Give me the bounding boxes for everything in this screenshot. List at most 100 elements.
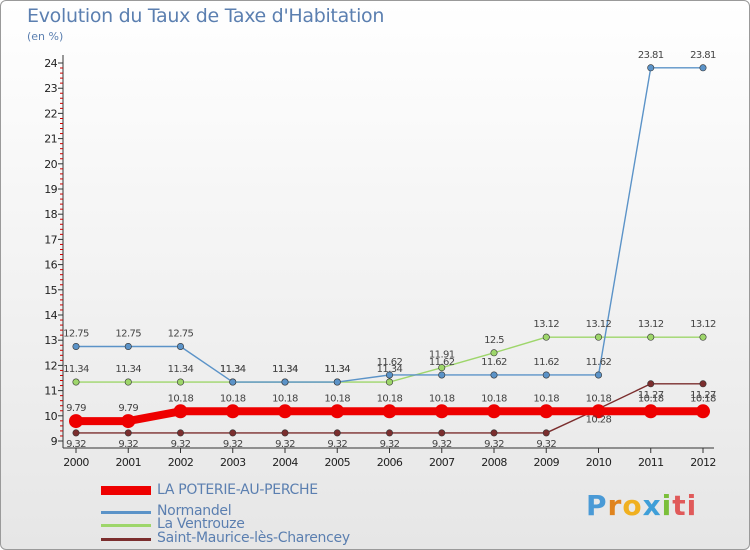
y-tick-label: 22: [44, 107, 57, 120]
data-point: [385, 371, 393, 379]
data-point: [647, 64, 655, 72]
data-point: [594, 371, 602, 379]
data-label: 11.62: [481, 357, 507, 368]
data-label: 9.32: [118, 439, 138, 450]
data-label: 9.32: [536, 439, 556, 450]
data-point: [72, 429, 80, 437]
data-label: 11.34: [220, 364, 246, 375]
data-label: 9.32: [66, 439, 86, 450]
data-point: [385, 378, 393, 386]
data-point: [594, 333, 602, 341]
legend-label: La Ventrouze: [157, 516, 245, 532]
x-tick-label: 2008: [481, 456, 507, 469]
x-tick-label: 2010: [586, 456, 612, 469]
data-point: [281, 378, 289, 386]
data-label: 12.75: [63, 329, 89, 340]
logo-letter: ti: [672, 489, 698, 522]
data-label: 9.32: [275, 439, 295, 450]
data-label: 10.18: [690, 393, 716, 404]
data-point: [69, 414, 83, 429]
data-label: 9.32: [223, 439, 243, 450]
legend-label: LA POTERIE-AU-PERCHE: [157, 482, 318, 498]
data-label: 12.5: [484, 335, 504, 346]
data-point: [124, 429, 132, 437]
data-point: [385, 429, 393, 437]
data-point: [699, 333, 707, 341]
data-point: [696, 404, 710, 419]
data-label: 11.34: [272, 364, 298, 375]
data-point: [438, 371, 446, 379]
data-label: 11.62: [533, 357, 559, 368]
x-tick-label: 2002: [168, 456, 194, 469]
data-point: [542, 371, 550, 379]
x-tick-label: 2001: [115, 456, 141, 469]
x-tick-label: 2006: [377, 456, 403, 469]
data-label-layer: 9.32 9.32 9.32 9.32 9.32 9.32 9.32 9.32 9.32 9.32…: [63, 50, 716, 450]
data-point: [121, 414, 136, 429]
logo-letter: o: [622, 489, 643, 522]
legend-label: Saint-Maurice-lès-Charencey: [157, 529, 350, 546]
data-label: 11.34: [272, 364, 298, 375]
data-point: [490, 349, 498, 357]
data-point: [647, 333, 655, 341]
data-label: 10.18: [168, 393, 194, 404]
y-tick-label: 17: [44, 233, 57, 246]
legend-swatch: [101, 510, 151, 514]
data-label: 9.32: [327, 439, 347, 450]
data-label: 11.34: [324, 364, 350, 375]
data-point: [542, 429, 550, 437]
data-point: [333, 378, 341, 386]
data-label: 9.32: [380, 439, 400, 450]
data-point: [490, 371, 498, 379]
data-point: [124, 342, 132, 350]
data-point: [72, 378, 80, 386]
data-point: [382, 404, 397, 419]
y-tick-label: 21: [44, 133, 57, 146]
y-tick-label: 23: [44, 82, 57, 95]
data-label: 10.28: [586, 415, 612, 426]
data-point: [542, 333, 550, 341]
logo-letter: x: [642, 489, 662, 522]
y-tick-label: 18: [44, 208, 57, 221]
data-label: 10.18: [533, 393, 559, 404]
data-label: 10.18: [638, 393, 664, 404]
data-point: [72, 342, 80, 350]
x-tick-label: 2007: [429, 456, 455, 469]
data-point: [487, 404, 501, 419]
data-point: [333, 429, 341, 437]
data-label: 9.32: [484, 439, 504, 450]
data-label: 13.12: [690, 319, 716, 330]
legend-label: Normandel: [157, 502, 232, 519]
data-point: [438, 364, 446, 372]
data-label: 11.62: [586, 357, 612, 368]
data-label: 12.75: [115, 329, 141, 340]
data-point: [643, 404, 658, 419]
data-label: 11.34: [63, 364, 89, 375]
data-point: [225, 404, 240, 419]
y-tick-label: 24: [44, 57, 57, 70]
data-point: [177, 378, 185, 386]
data-label: 10.18: [586, 393, 612, 404]
x-tick-label: 2004: [272, 456, 298, 469]
data-label: 11.34: [168, 364, 194, 375]
y-tick-label: 19: [44, 183, 57, 196]
y-tick-label: 13: [44, 334, 57, 347]
data-point: [591, 404, 606, 419]
data-label: 23.81: [690, 50, 716, 61]
logo-letter: P: [586, 489, 608, 522]
data-point: [438, 429, 446, 437]
data-point: [330, 404, 345, 419]
data-label: 10.18: [377, 393, 403, 404]
data-label: 23.81: [638, 50, 664, 61]
data-label: 9.32: [432, 439, 452, 450]
data-point: [281, 429, 289, 437]
data-point: [124, 378, 132, 386]
data-point: [177, 429, 185, 437]
data-point: [229, 378, 237, 386]
data-label: 13.12: [638, 319, 664, 330]
data-point: [434, 404, 449, 419]
y-tick-label: 15: [44, 284, 57, 297]
data-label: 10.18: [429, 393, 455, 404]
